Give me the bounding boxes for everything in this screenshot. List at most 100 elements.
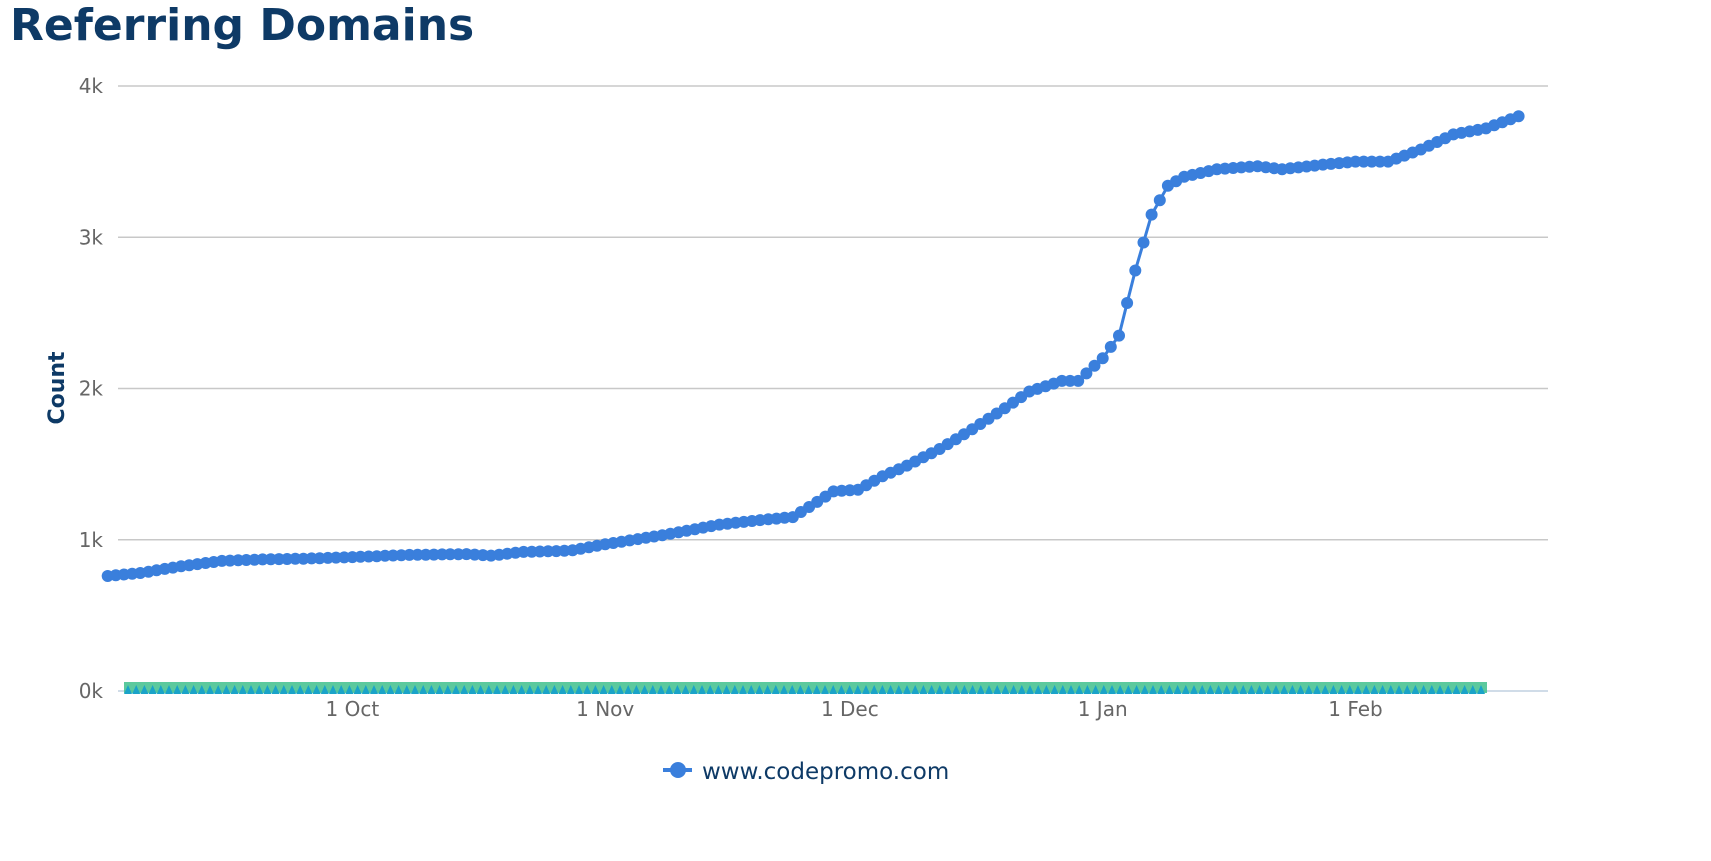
- baseline-marker: [345, 685, 354, 694]
- baseline-marker: [1280, 685, 1289, 694]
- baseline-marker: [1173, 685, 1182, 694]
- baseline-marker: [402, 685, 411, 694]
- baseline-marker: [1206, 685, 1215, 694]
- x-tick-label: 1 Oct: [326, 697, 380, 721]
- baseline-marker: [378, 685, 387, 694]
- baseline-marker: [886, 685, 895, 694]
- baseline-marker: [386, 685, 395, 694]
- baseline-marker: [353, 685, 362, 694]
- data-point: [1129, 264, 1142, 277]
- baseline-marker: [1313, 685, 1321, 694]
- baseline-marker: [1321, 685, 1330, 694]
- baseline-marker: [1370, 685, 1379, 694]
- baseline-marker: [1157, 685, 1166, 694]
- baseline-marker: [1083, 685, 1092, 694]
- baseline-marker: [796, 685, 805, 694]
- baseline-marker: [1468, 685, 1477, 694]
- baseline-marker: [148, 685, 157, 694]
- baseline-marker: [181, 685, 190, 694]
- baseline-marker: [173, 685, 182, 694]
- baseline-marker: [140, 685, 149, 694]
- baseline-marker: [812, 685, 821, 694]
- baseline-marker: [1419, 685, 1428, 694]
- legend[interactable]: www.codepromo.com: [663, 759, 949, 785]
- baseline-marker: [714, 685, 723, 694]
- baseline-marker: [1337, 685, 1346, 694]
- baseline-marker: [681, 685, 690, 694]
- baseline-marker: [435, 685, 444, 694]
- data-point: [1055, 374, 1068, 387]
- baseline-marker: [1477, 685, 1485, 694]
- data-point: [1104, 340, 1117, 353]
- baseline-marker: [550, 685, 559, 694]
- baseline-marker: [927, 685, 936, 694]
- baseline-marker: [837, 685, 846, 694]
- y-tick-label: 1k: [79, 528, 104, 552]
- baseline-marker: [1427, 685, 1436, 694]
- y-tick-label: 3k: [79, 225, 104, 249]
- baseline-marker: [1067, 685, 1075, 694]
- baseline-marker: [583, 685, 592, 694]
- baseline-marker: [1181, 685, 1190, 694]
- data-point: [1365, 155, 1378, 168]
- x-tick-label: 1 Nov: [576, 697, 634, 721]
- baseline-marker: [1140, 685, 1149, 694]
- baseline-marker: [247, 685, 255, 694]
- y-tick-label: 2k: [79, 377, 104, 401]
- baseline-marker: [206, 685, 214, 694]
- baseline-marker: [1108, 685, 1116, 694]
- baseline-marker: [1001, 685, 1010, 694]
- baseline-marker: [1452, 685, 1461, 694]
- data-point: [1072, 374, 1085, 387]
- baseline-marker: [575, 685, 583, 694]
- baseline-marker: [1149, 685, 1157, 694]
- x-tick-label: 1 Feb: [1328, 697, 1383, 721]
- baseline-marker: [640, 685, 649, 694]
- baseline-marker: [944, 685, 952, 694]
- data-point: [1096, 352, 1109, 365]
- baseline-marker: [1263, 685, 1272, 694]
- baseline-marker: [1132, 685, 1141, 694]
- baseline-marker: [722, 685, 731, 694]
- legend-marker-icon: [670, 762, 686, 778]
- y-tick-label: 0k: [79, 679, 104, 703]
- baseline-marker: [968, 685, 977, 694]
- baseline-marker: [1255, 685, 1264, 694]
- baseline-marker: [394, 685, 403, 694]
- baseline-marker: [1190, 685, 1198, 694]
- baseline-marker: [804, 685, 813, 694]
- y-axis-label: Count: [45, 351, 70, 425]
- baseline-marker: [493, 685, 501, 694]
- baseline-marker: [1296, 685, 1305, 694]
- baseline-marker: [845, 685, 854, 694]
- baseline-band: [124, 682, 1487, 693]
- baseline-marker: [427, 685, 436, 694]
- baseline-marker: [279, 685, 288, 694]
- baseline-marker: [878, 685, 887, 694]
- baseline-marker: [320, 685, 329, 694]
- baseline-marker: [304, 685, 313, 694]
- baseline-marker: [648, 685, 657, 694]
- baseline-marker: [1165, 685, 1174, 694]
- baseline-marker: [624, 685, 633, 694]
- x-tick-label: 1 Dec: [821, 697, 879, 721]
- baseline-marker: [1075, 685, 1084, 694]
- baseline-marker: [935, 685, 944, 694]
- baseline-marker: [329, 685, 337, 694]
- baseline-marker: [124, 685, 132, 694]
- baseline-marker: [1460, 685, 1469, 694]
- baseline-marker: [1026, 685, 1034, 694]
- baseline-marker: [1116, 685, 1125, 694]
- baseline-marker: [230, 685, 239, 694]
- baseline-marker: [706, 685, 715, 694]
- baseline-marker: [361, 685, 370, 694]
- baseline-marker: [1272, 685, 1280, 694]
- baseline-marker: [1304, 685, 1313, 694]
- baseline-marker: [1411, 685, 1420, 694]
- baseline-marker: [1124, 685, 1133, 694]
- baseline-marker: [189, 685, 198, 694]
- y-axis-ticks: 0k 1k 2k 3k 4k: [79, 74, 104, 703]
- baseline-marker: [238, 685, 247, 694]
- baseline-marker: [1386, 685, 1395, 694]
